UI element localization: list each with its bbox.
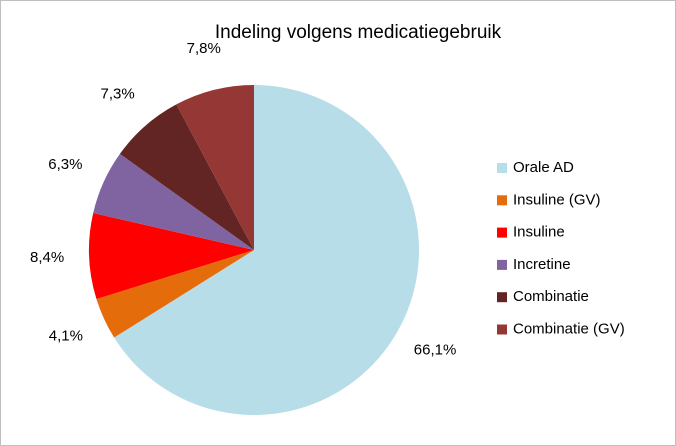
pie-slice bbox=[114, 85, 419, 415]
legend-label: Combinatie (GV) bbox=[513, 320, 625, 337]
legend-label: Orale AD bbox=[513, 159, 574, 176]
legend-swatch bbox=[497, 227, 507, 238]
pie-slice bbox=[89, 212, 254, 300]
legend-swatch bbox=[497, 195, 507, 206]
legend-label: Insuline bbox=[513, 224, 565, 241]
legend-swatch bbox=[497, 163, 507, 173]
legend-label: Incretine bbox=[513, 256, 571, 273]
legend-swatch bbox=[497, 324, 507, 335]
data-label: 7,8% bbox=[187, 40, 221, 57]
data-label: 6,3% bbox=[48, 156, 82, 173]
data-label: 4,1% bbox=[49, 327, 83, 344]
data-label: 8,4% bbox=[30, 249, 64, 266]
pie-slice bbox=[96, 250, 254, 338]
pie-slice bbox=[119, 104, 255, 250]
pie-slice bbox=[93, 153, 254, 250]
data-label: 7,3% bbox=[100, 85, 134, 102]
pie-slice bbox=[176, 85, 254, 250]
legend-swatch bbox=[497, 292, 507, 303]
legend-label: Insuline (GV) bbox=[513, 191, 601, 208]
legend-swatch bbox=[497, 259, 507, 270]
chart-title: Indeling volgens medicatiegebruik bbox=[215, 22, 502, 43]
data-label: 66,1% bbox=[414, 341, 457, 358]
legend-label: Combinatie bbox=[513, 288, 589, 305]
